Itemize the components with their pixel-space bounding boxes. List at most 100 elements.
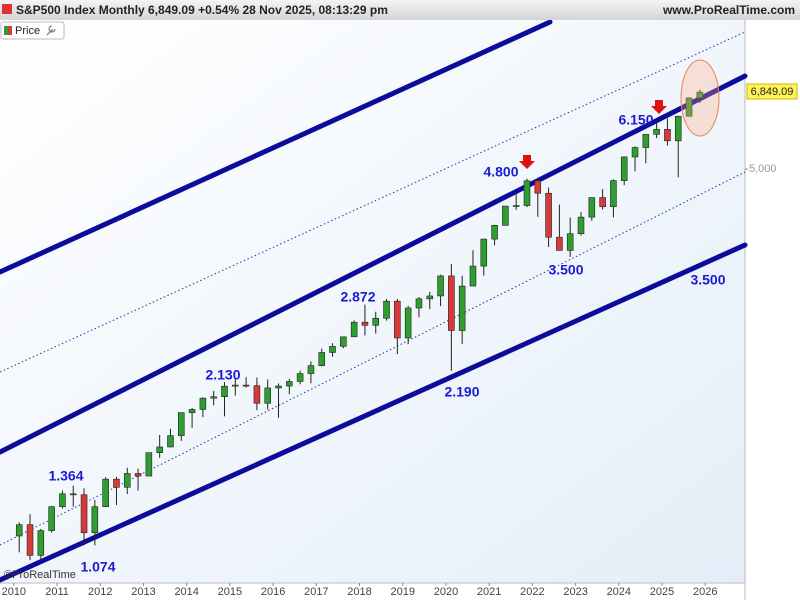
x-tick-label: 2020	[434, 586, 458, 598]
candle-body	[523, 180, 531, 206]
arrow-marker	[519, 155, 535, 169]
candle-body	[350, 321, 358, 338]
candle-body	[167, 435, 174, 448]
candle-body	[577, 216, 585, 234]
candle-body	[545, 192, 552, 238]
trend-channel	[0, 19, 748, 583]
annotation: 3.500	[548, 262, 583, 278]
x-tick-label: 2014	[174, 586, 198, 598]
candle-body	[329, 346, 336, 353]
channel-midline	[0, 171, 746, 546]
candle-body	[383, 300, 390, 319]
candle-body	[340, 336, 347, 347]
time-axis-panel	[0, 583, 745, 600]
candle-body	[123, 473, 131, 488]
candle-body	[653, 129, 660, 135]
x-tick-label: 2021	[477, 586, 501, 598]
candle-body	[134, 473, 142, 477]
candle-body	[588, 197, 596, 218]
channel-midline	[0, 31, 746, 373]
annotation: 2.130	[205, 367, 240, 383]
dotted-channel	[0, 31, 746, 546]
candle-body	[631, 147, 639, 158]
candle-body	[113, 478, 120, 488]
header-bar	[0, 0, 800, 20]
annotation: 6.150	[618, 112, 653, 128]
candle-body	[448, 275, 455, 331]
candle-body	[664, 129, 671, 142]
candle-body	[102, 478, 109, 508]
x-tick-label: 2010	[2, 586, 26, 598]
arrow-marker	[651, 100, 667, 114]
x-tick-label: 2022	[520, 586, 544, 598]
candle-body	[80, 494, 88, 534]
price-label: 6,849.09	[751, 86, 794, 98]
candle-body	[242, 384, 250, 387]
annotation: 1.074	[80, 559, 115, 575]
candle-body	[458, 285, 466, 331]
candles	[15, 89, 704, 561]
candle-body	[620, 156, 628, 181]
legend-box[interactable]	[0, 21, 65, 40]
candle-body	[361, 321, 369, 326]
x-tick-label: 2018	[347, 586, 371, 598]
candle-body	[296, 373, 304, 382]
annotation: 3.500	[690, 272, 725, 288]
legend-swatch	[4, 26, 8, 35]
legend-swatch	[8, 26, 12, 35]
candle-body	[210, 396, 217, 399]
candle-body	[188, 409, 196, 413]
candle-body	[437, 275, 444, 297]
candle-body	[156, 446, 163, 453]
candle-body	[372, 317, 380, 326]
candle-body	[502, 205, 509, 226]
candle-body	[199, 397, 207, 410]
settings-icon[interactable]	[46, 25, 56, 36]
highlight-ellipse	[680, 59, 720, 137]
channel-line	[0, 19, 553, 275]
candle-body	[556, 236, 563, 251]
candle-body	[534, 180, 542, 194]
candle-body	[415, 298, 423, 309]
candle-body	[253, 385, 261, 404]
candle-body	[512, 205, 520, 207]
x-tick-label: 2024	[607, 586, 631, 598]
candle-body	[566, 233, 574, 251]
y-tick-label: 5,000	[749, 163, 777, 175]
x-tick-label: 2013	[131, 586, 155, 598]
candle-body	[286, 381, 293, 387]
annotation: 2.190	[444, 384, 479, 400]
channel-line	[0, 73, 748, 455]
annotation: 1.364	[48, 468, 83, 484]
candle-body	[264, 387, 271, 404]
channel-line	[0, 242, 748, 583]
candle-body	[599, 197, 606, 207]
legend-label: Price	[15, 25, 40, 37]
candle-body	[275, 385, 282, 389]
price-axis-panel	[745, 20, 800, 600]
price-label-box	[746, 83, 798, 100]
candle-body	[480, 238, 488, 267]
candle-body	[48, 506, 55, 531]
watermark: ©ProRealTime	[4, 569, 76, 581]
candle-body	[685, 97, 693, 117]
header-icon	[2, 4, 12, 14]
candle-body	[491, 225, 498, 240]
x-tick-label: 2012	[88, 586, 112, 598]
x-tick-label: 2015	[218, 586, 242, 598]
candle-body	[69, 493, 77, 496]
candle-body	[26, 524, 34, 556]
candle-body	[221, 385, 228, 398]
candle-body	[15, 524, 23, 537]
x-tick-label: 2019	[391, 586, 415, 598]
x-tick-label: 2016	[261, 586, 285, 598]
candle-body	[610, 180, 617, 207]
x-tick-label: 2023	[563, 586, 587, 598]
header-title: S&P500 Index Monthly 6,849.09 +0.54% 28 …	[16, 3, 388, 17]
candle-body	[318, 352, 325, 366]
annotation: 4.800	[483, 164, 518, 180]
x-tick-label: 2025	[650, 586, 674, 598]
candle-body	[37, 530, 45, 556]
header-site[interactable]: www.ProRealTime.com	[662, 3, 795, 17]
